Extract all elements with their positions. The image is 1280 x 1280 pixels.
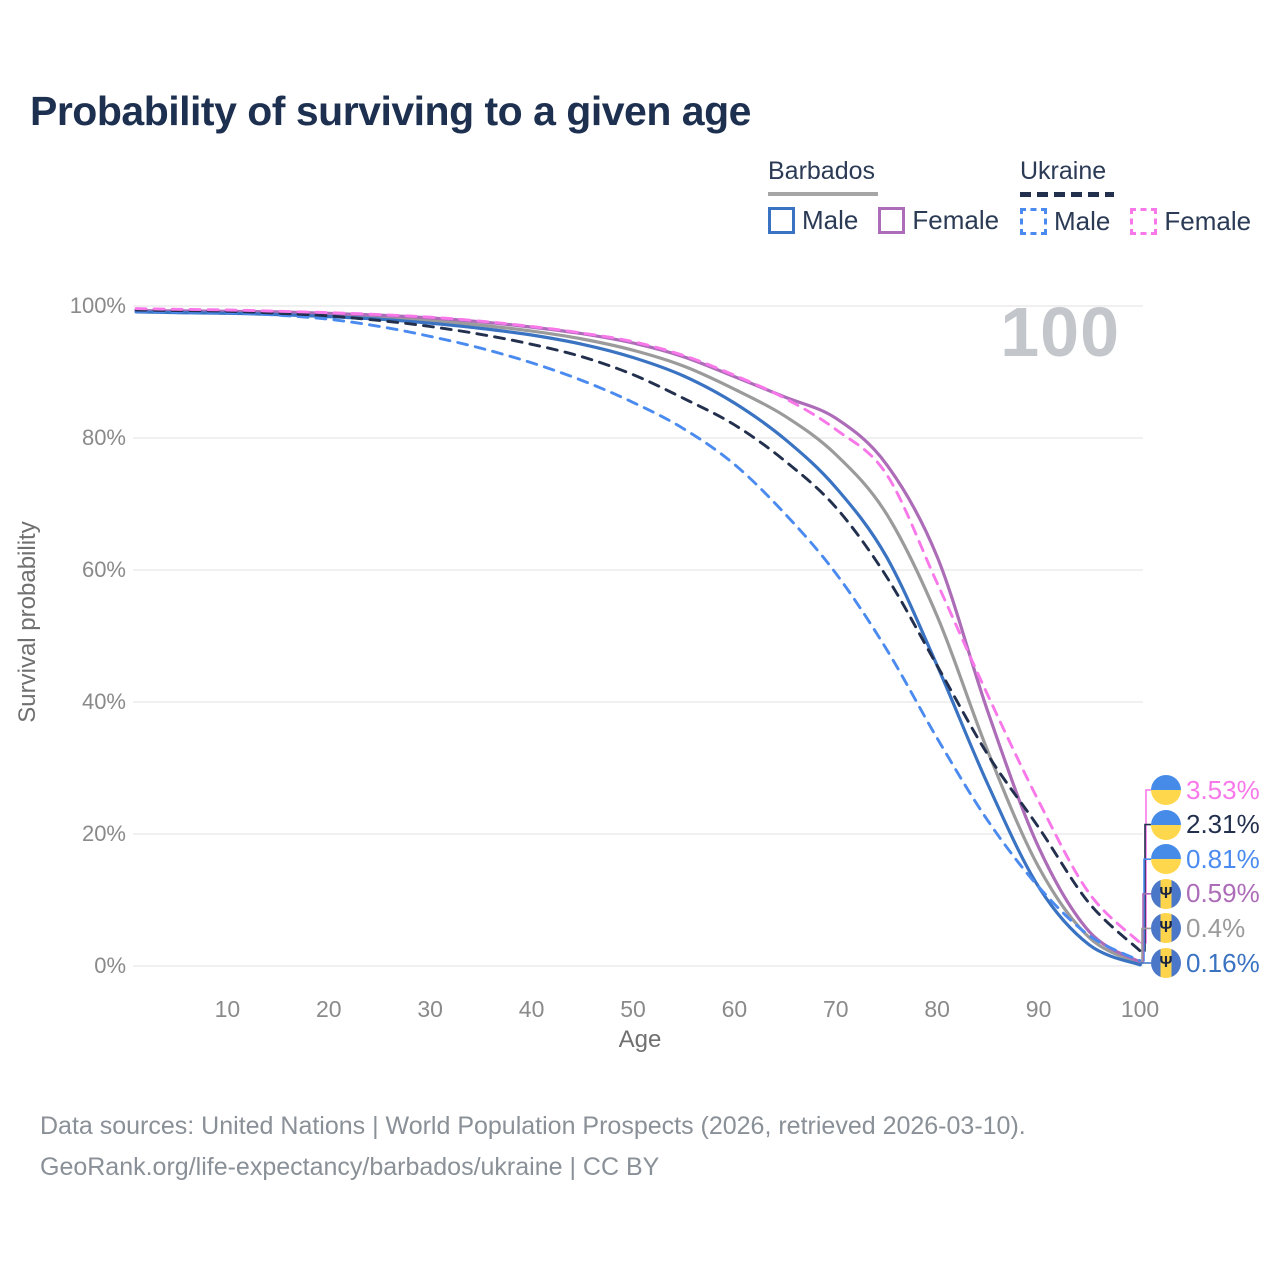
x-tick-label-30: 30 [417, 996, 443, 1022]
y-tick-label-80: 80% [81, 425, 126, 450]
legend-title-ukraine: Ukraine [1020, 157, 1107, 185]
legend-title-barbados: Barbados [768, 157, 876, 185]
x-tick-label-20: 20 [316, 996, 342, 1022]
curve-ukraine [134, 308, 1142, 953]
trident-icon: Ψ [1159, 884, 1173, 902]
x-tick-label-100: 100 [1120, 996, 1160, 1022]
end-label-connector-5 [1140, 962, 1151, 966]
legend-item-ukraine-male[interactable]: Male [1020, 206, 1110, 237]
end-label-ukraine: 2.31% [1151, 809, 1260, 841]
legend-item-label: Male [1054, 205, 1111, 236]
footer: Data sources: United Nations | World Pop… [40, 1106, 1026, 1187]
x-tick-label-50: 50 [620, 996, 646, 1022]
page-title: Probability of surviving to a given age [30, 88, 751, 134]
barbados-flag-icon: Ψ [1151, 948, 1181, 978]
footer-line-1: Data sources: United Nations | World Pop… [40, 1112, 1026, 1140]
end-label-value: 3.53% [1186, 774, 1260, 805]
legend-item-label: Female [1164, 205, 1252, 236]
trident-icon: Ψ [1159, 954, 1173, 971]
legend-item-ukraine-female[interactable]: Female [1130, 206, 1251, 237]
y-tick-label-100: 100% [69, 293, 126, 318]
end-label-value: 2.31% [1186, 809, 1260, 840]
legend-item-barbados-male[interactable]: Male [768, 205, 858, 236]
legend-group-ukraine: Ukraine Male Female [1020, 157, 1271, 237]
end-label-value: 0.16% [1186, 947, 1260, 978]
x-axis-title: Age [618, 1026, 662, 1053]
barbados-flag-icon: Ψ [1151, 913, 1181, 944]
end-label-ukraine-male: 0.81% [1151, 843, 1260, 875]
y-tick-label-40: 40% [81, 689, 126, 714]
curve-barbados-male [134, 310, 1142, 967]
dashed-pink-swatch-icon [1130, 207, 1158, 235]
legend-group-barbados: Barbados Male Female [768, 157, 1019, 236]
legend-item-label: Male [802, 204, 859, 235]
ukraine-flag-icon [1151, 809, 1181, 840]
footer-line-2: GeoRank.org/life-expectancy/barbados/ukr… [40, 1152, 660, 1181]
barbados-flag-icon: Ψ [1151, 878, 1181, 909]
end-label-value: 0.81% [1186, 843, 1260, 874]
trident-icon: Ψ [1159, 919, 1173, 937]
x-tick-label-10: 10 [214, 996, 241, 1022]
x-tick-label-80: 80 [924, 996, 950, 1022]
x-tick-label-90: 90 [1025, 996, 1052, 1022]
end-label-barbados-female: Ψ 0.59% [1151, 878, 1260, 910]
end-label-barbados: Ψ 0.4% [1151, 912, 1245, 944]
x-tick-label-70: 70 [823, 996, 849, 1022]
ukraine-flag-icon [1151, 775, 1181, 805]
curve-ukraine-male [134, 309, 1142, 963]
y-tick-label-60: 60% [81, 557, 126, 582]
end-label-value: 0.59% [1186, 878, 1260, 909]
end-label-barbados-male: Ψ 0.16% [1151, 947, 1260, 979]
x-tick-label-60: 60 [721, 996, 748, 1022]
x-tick-label-40: 40 [518, 996, 545, 1022]
curve-barbados-female [134, 309, 1142, 964]
curve-barbados [134, 309, 1142, 965]
legend-underline-solid [768, 191, 878, 196]
ukraine-flag-icon [1151, 844, 1181, 875]
end-label-value: 0.4% [1186, 912, 1246, 943]
solid-blue-swatch-icon [768, 206, 795, 234]
end-label-ukraine-female: 3.53% [1151, 774, 1260, 806]
y-tick-label-0: 0% [94, 953, 126, 978]
dashed-blue-swatch-icon [1020, 207, 1047, 235]
age-counter-watermark: 100 [1000, 293, 1120, 371]
solid-purple-swatch-icon [878, 206, 906, 234]
curve-ukraine-female [134, 307, 1142, 945]
legend-item-label: Female [912, 204, 1000, 235]
legend-item-barbados-female[interactable]: Female [878, 205, 999, 236]
legend-underline-dashed [1020, 191, 1114, 197]
y-tick-label-20: 20% [81, 821, 126, 846]
